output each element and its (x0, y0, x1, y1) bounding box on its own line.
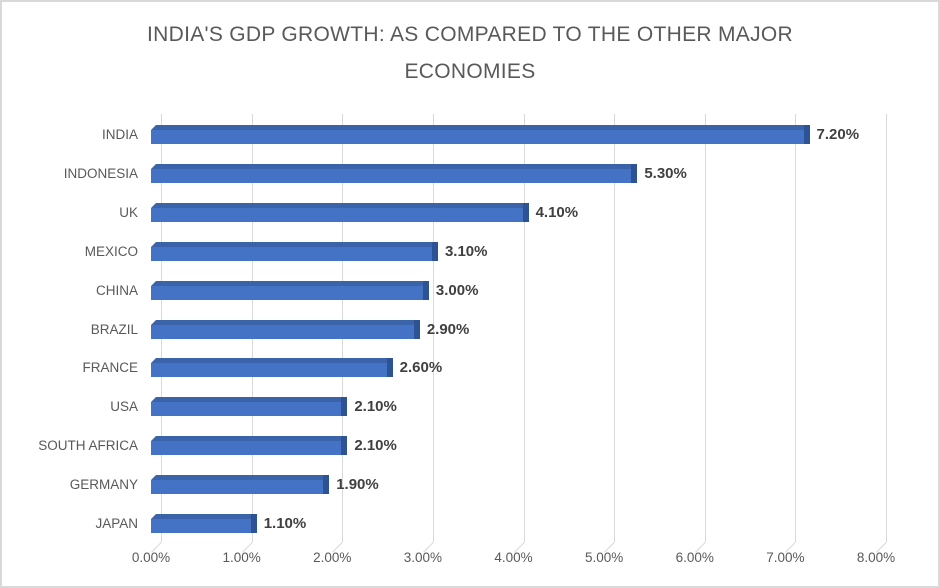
x-tick-label: 4.00% (494, 550, 533, 565)
bar-row: BRAZIL 2.90% (91, 309, 876, 348)
x-tick-label: 3.00% (403, 550, 443, 565)
gridline (614, 114, 616, 542)
bar-row: MEXICO 3.10% (85, 231, 876, 270)
x-tick-label: 7.00% (766, 550, 805, 565)
chart-title-line-2: ECONOMIES (404, 60, 536, 83)
value-label: 2.60% (399, 359, 443, 377)
bar-front-face (151, 480, 324, 495)
value-label: 7.20% (816, 126, 860, 143)
category-label: JAPAN (95, 516, 138, 532)
category-label: GERMANY (69, 477, 138, 493)
category-label: INDIA (101, 127, 138, 142)
bar-front-face (151, 130, 804, 144)
bar-row: SOUTH AFRICA 2.10% (38, 425, 876, 464)
bar-side-face (341, 397, 348, 417)
category-label: MEXICO (84, 243, 138, 259)
bar-row: USA 2.10% (110, 386, 876, 425)
bar-front-face (151, 168, 632, 183)
bar-row: CHINA 3.00% (96, 270, 876, 309)
value-label: 1.10% (263, 515, 307, 533)
bar-row: JAPAN 1.10% (95, 503, 876, 542)
category-label: SOUTH AFRICA (38, 438, 138, 454)
gridline (886, 114, 887, 542)
bar-front-face (151, 363, 387, 378)
x-tick-label: 6.00% (675, 550, 714, 565)
value-label: 2.10% (354, 437, 397, 455)
chart-title: INDIA'S GDP GROWTH: AS COMPARED TO THE O… (2, 2, 938, 90)
bar-side-face (803, 125, 810, 144)
bar-row: INDONESIA 5.30% (64, 153, 876, 192)
x-tick-label: 8.00% (856, 550, 896, 565)
bar-row: INDIA 7.20% (102, 114, 876, 153)
x-tick-label: 1.00% (222, 550, 261, 565)
value-label: 3.00% (435, 281, 479, 299)
category-label: FRANCE (82, 360, 138, 376)
bar-front-face (151, 246, 432, 261)
bar-side-face (413, 319, 420, 339)
category-label: INDONESIA (63, 165, 138, 181)
bar-side-face (422, 280, 429, 300)
bar-front-face (151, 519, 251, 534)
value-label: 2.90% (426, 320, 470, 338)
bar-side-face (341, 436, 348, 456)
chart-title-line-1: INDIA'S GDP GROWTH: AS COMPARED TO THE O… (147, 23, 793, 46)
plot-area: INDIA 7.20% INDONESIA 5.30% UK 4.10% MEXICO 3.1… (38, 114, 895, 565)
category-label: BRAZIL (90, 321, 138, 337)
bar-side-face (250, 514, 257, 534)
gridline (795, 114, 797, 542)
bar-side-face (431, 241, 438, 261)
bar-row: GERMANY 1.90% (70, 464, 876, 503)
bar-front-face (151, 441, 342, 456)
value-label: 3.10% (444, 242, 488, 260)
bar-side-face (386, 358, 393, 378)
category-label: CHINA (95, 282, 138, 298)
bar-side-face (323, 475, 330, 495)
gridline (704, 114, 706, 542)
x-tick-label: 5.00% (584, 550, 624, 565)
bar-row: FRANCE 2.60% (82, 347, 876, 386)
gridline (523, 114, 525, 542)
x-tick-label: 0.00% (131, 550, 171, 565)
bar-side-face (631, 163, 638, 183)
value-label: 4.10% (535, 203, 579, 221)
bar-front-face (151, 324, 414, 339)
category-label: USA (110, 399, 138, 415)
value-label: 1.90% (336, 476, 379, 494)
bar-front-face (151, 285, 423, 300)
category-label: UK (119, 204, 138, 220)
gridline (432, 114, 434, 542)
value-label: 5.30% (644, 164, 687, 182)
x-tick-label: 2.00% (313, 550, 352, 565)
bar-row: UK 4.10% (119, 192, 876, 231)
bar-front-face (151, 207, 523, 222)
bar-front-face (151, 402, 342, 417)
value-label: 2.10% (354, 398, 397, 416)
bar-side-face (522, 202, 529, 222)
